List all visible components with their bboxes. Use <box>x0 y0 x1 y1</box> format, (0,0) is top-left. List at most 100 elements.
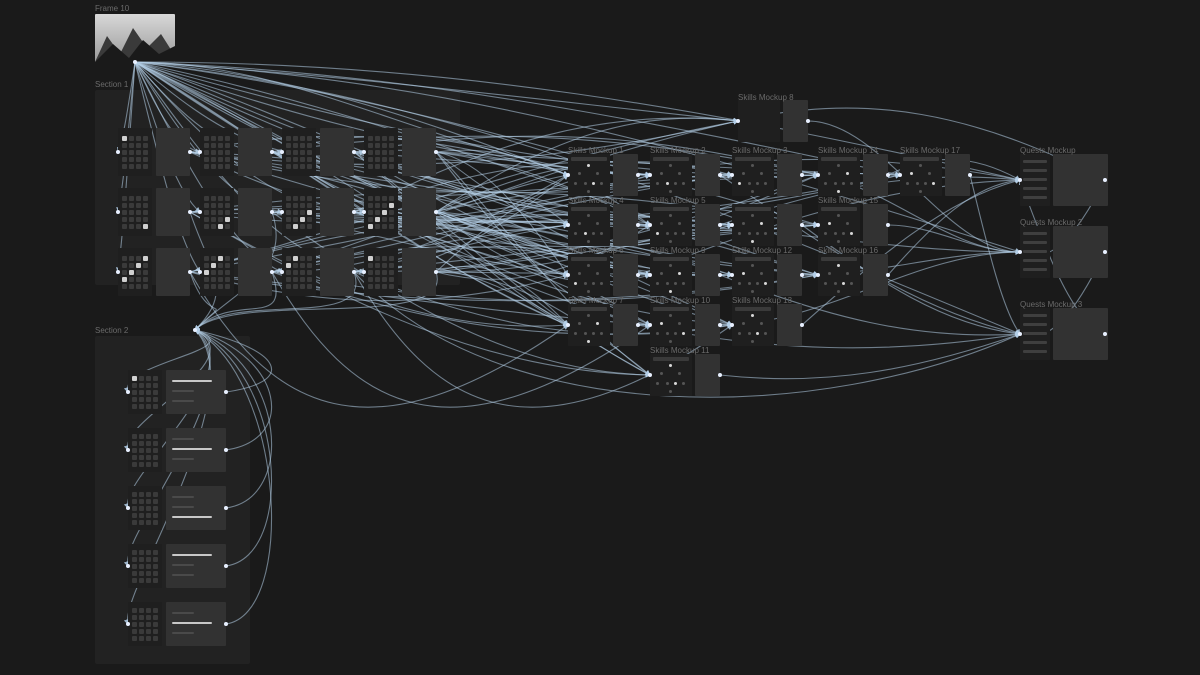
connection-node[interactable] <box>362 150 366 154</box>
skills-panel[interactable] <box>945 154 970 196</box>
connection-node[interactable] <box>352 270 356 274</box>
skills-frame[interactable] <box>650 304 692 346</box>
connection-node[interactable] <box>566 323 570 327</box>
detail-frame[interactable] <box>238 248 272 296</box>
hero-frame[interactable] <box>95 14 175 62</box>
detail-frame[interactable] <box>166 602 226 646</box>
connection-node[interactable] <box>648 223 652 227</box>
skills-panel[interactable] <box>863 154 888 196</box>
inventory-frame[interactable] <box>118 248 152 296</box>
connection-node[interactable] <box>800 323 804 327</box>
skills-panel[interactable] <box>613 254 638 296</box>
connection-node[interactable] <box>116 210 120 214</box>
detail-frame[interactable] <box>320 188 354 236</box>
connection-node[interactable] <box>636 173 640 177</box>
quests-sidebar[interactable] <box>1020 308 1050 360</box>
connection-node[interactable] <box>280 270 284 274</box>
connection-node[interactable] <box>434 270 438 274</box>
detail-frame[interactable] <box>156 188 190 236</box>
connection-node[interactable] <box>126 448 130 452</box>
connection-node[interactable] <box>566 173 570 177</box>
skills-panel[interactable] <box>863 204 888 246</box>
connection-node[interactable] <box>116 270 120 274</box>
connection-node[interactable] <box>126 506 130 510</box>
connection-node[interactable] <box>126 564 130 568</box>
connection-node[interactable] <box>886 173 890 177</box>
quests-detail[interactable] <box>1053 308 1108 360</box>
quests-sidebar[interactable] <box>1020 154 1050 206</box>
skills-frame[interactable] <box>650 204 692 246</box>
quests-detail[interactable] <box>1053 154 1108 206</box>
connection-node[interactable] <box>800 223 804 227</box>
detail-frame[interactable] <box>238 188 272 236</box>
connection-node[interactable] <box>198 270 202 274</box>
connection-node[interactable] <box>193 328 197 332</box>
skills-frame[interactable] <box>900 154 942 196</box>
connection-node[interactable] <box>116 150 120 154</box>
detail-frame[interactable] <box>166 370 226 414</box>
connection-node[interactable] <box>188 270 192 274</box>
connection-node[interactable] <box>352 150 356 154</box>
skills-panel[interactable] <box>695 304 720 346</box>
connection-node[interactable] <box>1103 178 1107 182</box>
inventory-frame[interactable] <box>128 602 162 646</box>
connection-node[interactable] <box>648 273 652 277</box>
connection-node[interactable] <box>648 373 652 377</box>
connection-node[interactable] <box>224 564 228 568</box>
connection-node[interactable] <box>352 210 356 214</box>
connection-node[interactable] <box>1103 250 1107 254</box>
connection-node[interactable] <box>730 223 734 227</box>
connection-node[interactable] <box>648 173 652 177</box>
inventory-frame[interactable] <box>200 188 234 236</box>
detail-frame[interactable] <box>238 128 272 176</box>
connection-node[interactable] <box>1018 332 1022 336</box>
skills-frame[interactable] <box>738 100 780 142</box>
inventory-frame[interactable] <box>282 128 316 176</box>
connection-node[interactable] <box>126 390 130 394</box>
connection-node[interactable] <box>280 150 284 154</box>
connection-node[interactable] <box>806 119 810 123</box>
skills-frame[interactable] <box>650 254 692 296</box>
connection-node[interactable] <box>270 150 274 154</box>
connection-node[interactable] <box>1103 332 1107 336</box>
detail-frame[interactable] <box>320 128 354 176</box>
skills-frame[interactable] <box>568 204 610 246</box>
inventory-frame[interactable] <box>282 248 316 296</box>
connection-node[interactable] <box>816 173 820 177</box>
connection-node[interactable] <box>636 323 640 327</box>
connection-node[interactable] <box>718 223 722 227</box>
skills-frame[interactable] <box>732 204 774 246</box>
skills-frame[interactable] <box>568 304 610 346</box>
skills-panel[interactable] <box>863 254 888 296</box>
detail-frame[interactable] <box>166 544 226 588</box>
connection-node[interactable] <box>718 373 722 377</box>
connection-node[interactable] <box>224 622 228 626</box>
inventory-frame[interactable] <box>118 128 152 176</box>
connection-node[interactable] <box>886 223 890 227</box>
connection-node[interactable] <box>198 150 202 154</box>
skills-frame[interactable] <box>732 304 774 346</box>
detail-frame[interactable] <box>402 188 436 236</box>
connection-node[interactable] <box>566 223 570 227</box>
skills-panel[interactable] <box>613 204 638 246</box>
inventory-frame[interactable] <box>200 128 234 176</box>
detail-frame[interactable] <box>156 248 190 296</box>
skills-frame[interactable] <box>818 154 860 196</box>
inventory-frame[interactable] <box>128 486 162 530</box>
inventory-frame[interactable] <box>282 188 316 236</box>
connection-node[interactable] <box>718 273 722 277</box>
detail-frame[interactable] <box>402 248 436 296</box>
skills-frame[interactable] <box>818 254 860 296</box>
connection-node[interactable] <box>1018 178 1022 182</box>
connection-node[interactable] <box>800 273 804 277</box>
skills-frame[interactable] <box>732 254 774 296</box>
inventory-frame[interactable] <box>128 370 162 414</box>
connection-node[interactable] <box>188 150 192 154</box>
prototype-canvas[interactable]: { "colors": { "background": "#1a1a1a", "… <box>0 0 1200 675</box>
connection-node[interactable] <box>816 273 820 277</box>
connection-node[interactable] <box>636 223 640 227</box>
skills-frame[interactable] <box>650 154 692 196</box>
connection-node[interactable] <box>816 223 820 227</box>
connection-node[interactable] <box>434 210 438 214</box>
connection-node[interactable] <box>362 270 366 274</box>
